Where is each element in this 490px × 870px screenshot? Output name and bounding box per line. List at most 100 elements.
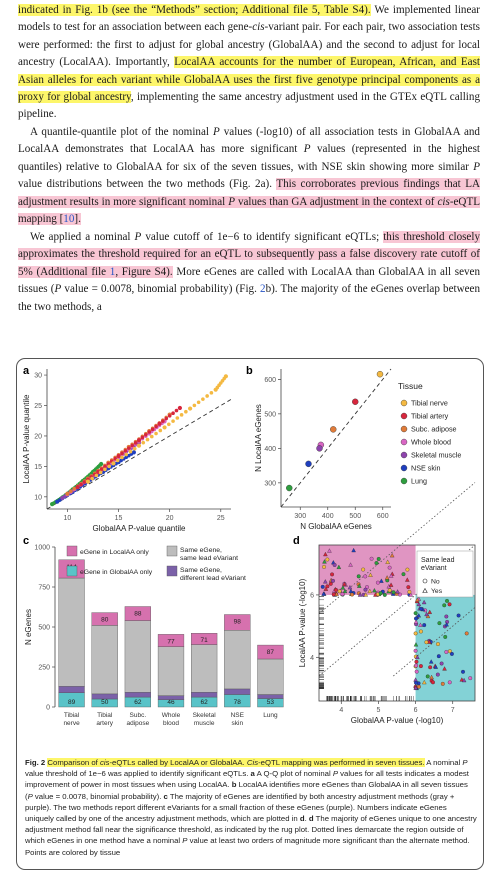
qq-point: [196, 400, 201, 405]
legend-label: Whole blood: [411, 438, 451, 447]
egene-point: [413, 619, 419, 624]
egene-point: [408, 592, 414, 597]
x-category-label-line: Tibial: [97, 712, 113, 719]
qq-point: [158, 428, 163, 433]
egene-point: [350, 592, 355, 597]
bar-segment: [257, 694, 284, 699]
qq-point: [177, 405, 182, 411]
legend-label-line: Same eGene,: [180, 547, 222, 554]
egene-point: [444, 614, 449, 619]
qq-point: [140, 435, 145, 440]
legend-label: Tibial artery: [411, 412, 449, 421]
egene-point: [461, 669, 465, 674]
legend-label: No: [431, 579, 440, 586]
egene-point: [447, 680, 452, 685]
bar-segment: [191, 644, 218, 693]
body-paragraph-3: We applied a nominal P value cutoff of 1…: [18, 229, 480, 316]
bar-segment: [58, 577, 85, 687]
legend-swatch: [400, 425, 408, 433]
x-category-label-line: muscle: [194, 720, 215, 727]
qq-point: [164, 416, 169, 421]
legend-swatch: [400, 477, 408, 485]
qq-point: [103, 464, 107, 469]
panel-d-pvalue-scatter: Same lead eVariant No Yes 4 5 6 7 4 6 GlobalAA P-v…: [298, 482, 476, 725]
x-category-label-line: Whole: [162, 712, 181, 719]
text-run: The majority of eGenes unique to one anc…: [25, 814, 477, 846]
text-run[interactable]: 10: [63, 213, 75, 226]
qq-point: [149, 434, 154, 439]
egene-point: [368, 572, 373, 577]
text-run: A nominal: [424, 758, 463, 767]
egene-point: [321, 591, 326, 596]
x-tick-label: 20: [166, 515, 174, 522]
egene-point: [436, 654, 441, 659]
legend-swatch: [166, 565, 178, 577]
egene-point: [440, 681, 445, 686]
text-run[interactable]: 2: [260, 283, 266, 296]
tissue-point: [330, 426, 337, 433]
qq-point: [119, 458, 123, 463]
dotted-line: [318, 482, 476, 614]
x-category-label: Whole blood: [162, 712, 181, 727]
qq-point: [111, 461, 116, 466]
egene-point: [456, 613, 461, 618]
egene-point: [406, 585, 411, 590]
bar-segment: [191, 633, 218, 645]
bar-segment: [124, 620, 151, 693]
qq-point: [107, 464, 111, 469]
egene-point: [429, 674, 434, 680]
egene-point: [387, 588, 392, 593]
y-tick-label: 250: [38, 665, 50, 672]
text-run: values (-log10) of all association tests…: [18, 126, 480, 156]
text-run: d: [299, 814, 305, 824]
egene-point: [413, 648, 418, 653]
egene-point: [413, 642, 419, 647]
qq-point: [99, 467, 104, 472]
y-tick-label: 10: [34, 494, 42, 501]
egene-point: [416, 684, 421, 689]
egene-point: [442, 666, 447, 671]
bar-value-label: 62: [201, 699, 209, 706]
text-run[interactable]: 1: [109, 265, 116, 278]
text-run: We applied a nominal: [30, 231, 135, 243]
egene-point: [367, 588, 373, 593]
qq-point: [123, 448, 128, 453]
egene-point: [424, 640, 429, 645]
reference-line: [46, 399, 232, 510]
qq-point: [201, 397, 205, 401]
text-run: value = 0.0078, binomial probability) (F…: [61, 283, 261, 296]
bar-segment: [157, 646, 185, 696]
qq-point: [120, 455, 124, 460]
egene-point: [322, 559, 327, 564]
x-tick-label: 25: [217, 515, 225, 522]
legend-swatch: [400, 438, 408, 446]
text-run: A Q-Q plot of nominal: [254, 769, 333, 779]
egene-point: [436, 642, 440, 647]
egene-point: [348, 562, 353, 567]
egene-point: [322, 564, 327, 569]
bar-value-label: 71: [201, 637, 209, 644]
qq-point: [154, 431, 158, 436]
qq-point: [167, 422, 171, 427]
egene-point: [397, 592, 402, 597]
legend-title: Tissue: [398, 381, 423, 391]
x-category-label: Tibial nerve: [63, 712, 80, 727]
egene-point: [405, 567, 410, 572]
bar-value-label: 89: [68, 699, 76, 706]
legend-label-line: eGene in GlobalAA only: [80, 569, 153, 576]
egene-point: [347, 584, 353, 590]
text-run: A quantile-quantile plot of the nominal: [30, 126, 213, 138]
x-category-label-line: nerve: [63, 720, 80, 727]
egene-point: [340, 592, 345, 597]
qq-point: [79, 482, 83, 487]
bar-value-label: 88: [134, 611, 142, 618]
text-run: P: [212, 126, 220, 138]
x-tick-label: 15: [115, 515, 123, 522]
legend-label: Subc. adipose: [411, 425, 457, 434]
x-category-label: Tibial artery: [96, 712, 113, 727]
legend-label-line: different lead eVariant: [180, 575, 246, 582]
x-category-label-line: Lung: [263, 712, 278, 719]
legend-label-line: same lead eVariant: [180, 555, 238, 562]
x-tick-label: 7: [451, 707, 455, 714]
egene-point: [422, 679, 427, 685]
